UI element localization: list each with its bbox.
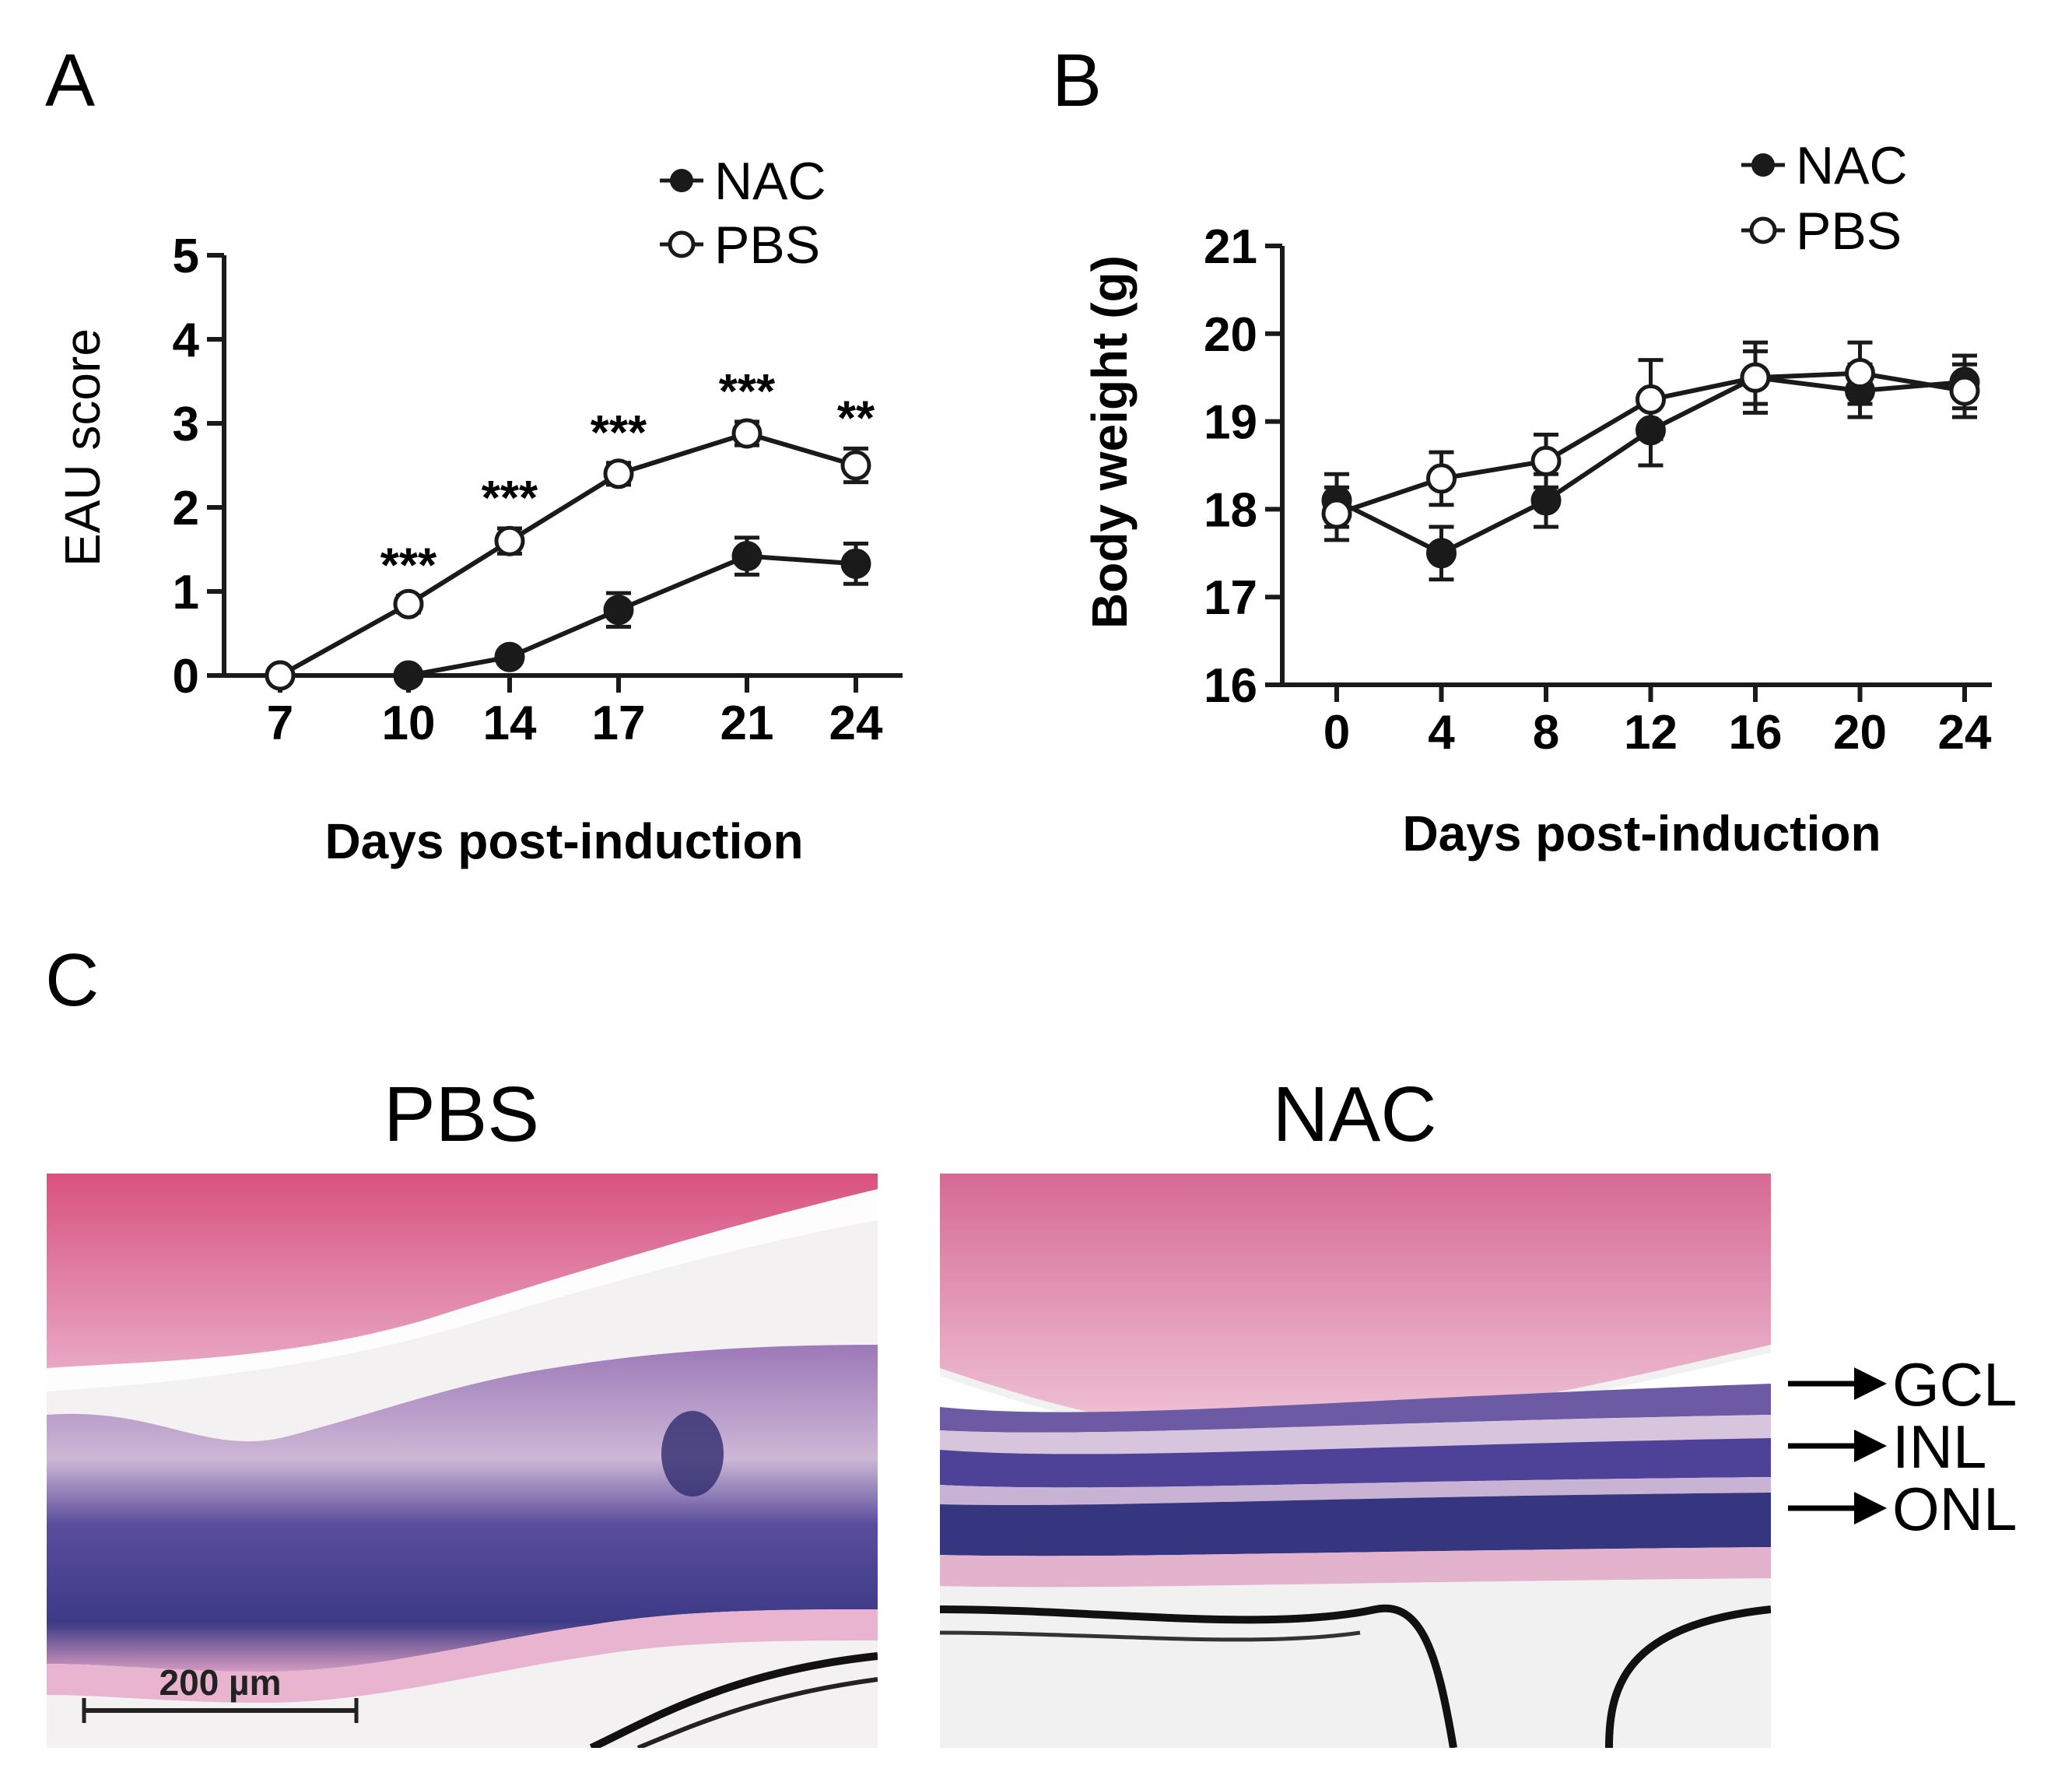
micrograph-pbs-image: 200 µm: [47, 1174, 878, 1748]
micrograph-nac-title: NAC: [1272, 1071, 1437, 1158]
chart-a-legend-pbs-marker: [668, 230, 696, 258]
chart-a-series-pbs-point: [731, 418, 763, 449]
chart-b-y-tick-label: 18: [1204, 483, 1257, 537]
micrograph-pbs-title: PBS: [383, 1071, 540, 1158]
micrograph-nac-image: [940, 1174, 1771, 1748]
chart-b-legend-pbs-label: PBS: [1796, 202, 1902, 261]
chart-a-series-pbs-point: [393, 588, 424, 619]
chart-a-x-tick-label: 17: [592, 697, 646, 750]
chart-b-series-pbs-point: [1949, 375, 1980, 406]
chart-b-series-pbs-point: [1636, 384, 1666, 415]
chart-a-significance-label: ***: [719, 365, 776, 419]
chart-b-legend-pbs-marker: [1749, 216, 1777, 244]
chart-b-x-tick-label: 20: [1833, 706, 1887, 760]
chart-a-xlabel: Days post-induction: [324, 813, 803, 869]
chart-a-x-tick-label: 10: [382, 697, 436, 750]
chart-b-axes: 16 17 18 19 20 21 0 4 8 12 16 20 24: [1204, 220, 1992, 760]
chart-a-x-tick-label: 14: [483, 697, 537, 750]
chart-a-legend: NAC PBS: [660, 152, 826, 275]
chart-a-y-tick-label: 1: [173, 566, 199, 619]
chart-a-series-pbs-point: [603, 458, 634, 489]
chart-b-series-nac-point: [1426, 538, 1457, 569]
chart-a-series-nac-line: [280, 553, 857, 678]
chart-b-legend-nac: NAC: [1741, 136, 1908, 195]
chart-b-x-tick-label: 8: [1533, 706, 1559, 760]
chart-b-ylabel: Body weight (g): [1082, 255, 1138, 629]
chart-b-series-pbs-point: [1530, 445, 1562, 476]
micrograph-nac: [940, 1174, 1771, 1748]
chart-a-x-tick-label: 21: [720, 697, 774, 750]
panel-letter-a: A: [45, 39, 96, 122]
chart-a-x-tick-label: 24: [829, 697, 883, 750]
layer-label-onl: ONL: [1892, 1475, 2018, 1543]
chart-b-legend-nac-marker: [1751, 153, 1775, 177]
chart-a-series-nac-point: [603, 595, 634, 626]
panel-letter-b: B: [1052, 39, 1103, 122]
chart-a-y-tick-label: 5: [173, 230, 199, 283]
chart-a-y-tick-label: 4: [173, 314, 200, 367]
layer-label-gcl: GCL: [1892, 1350, 2018, 1419]
scale-bar-label: 200 µm: [160, 1662, 282, 1703]
chart-b-x-tick-label: 12: [1624, 706, 1678, 760]
chart-a-series-pbs-point: [840, 450, 871, 481]
chart-b-y-tick-label: 16: [1204, 659, 1257, 713]
chart-a-significance-label: ***: [482, 472, 538, 525]
chart-b-y-tick-label: 20: [1204, 308, 1257, 362]
chart-a-legend-pbs-label: PBS: [714, 216, 820, 275]
chart-a-significance-label: ***: [380, 539, 437, 592]
chart-a-legend-nac: NAC: [660, 152, 826, 211]
chart-b-x-tick-label: 24: [1938, 706, 1992, 760]
micrograph-pbs: 200 µm: [47, 1174, 878, 1748]
chart-a-legend-pbs: PBS: [660, 216, 820, 275]
chart-b-y-tick-label: 19: [1204, 396, 1257, 450]
chart-b-legend-nac-label: NAC: [1796, 136, 1908, 195]
chart-a-y-tick-label: 0: [173, 650, 199, 704]
chart-b-legend-pbs: PBS: [1741, 202, 1902, 261]
chart-a-y-tick-label: 3: [173, 398, 199, 451]
chart-b-x-tick-label: 16: [1729, 706, 1783, 760]
chart-b-series-pbs-point: [1321, 498, 1352, 529]
panel-letter-c: C: [45, 939, 100, 1022]
chart-a-y-tick-label: 2: [173, 482, 199, 535]
chart-a-legend-nac-marker: [670, 169, 693, 192]
chart-b-x-tick-label: 4: [1428, 706, 1455, 760]
layer-label-inl: INL: [1892, 1412, 1987, 1481]
chart-b-y-tick-label: 21: [1204, 220, 1257, 274]
chart-a-significance-label: ***: [591, 406, 647, 460]
chart-b-xlabel: Days post-induction: [1402, 805, 1881, 861]
chart-a-ylabel: EAU score: [54, 328, 110, 567]
chart-b-y-tick-label: 17: [1204, 571, 1257, 625]
chart-b-legend: NAC PBS: [1741, 136, 1908, 261]
chart-b-series-pbs-point: [1845, 358, 1875, 389]
chart-a-x-tick-label: 7: [267, 697, 293, 750]
chart-a-series-nac-point: [840, 548, 871, 579]
chart-a-significance-label: **: [837, 391, 875, 445]
chart-a-series-nac-point: [393, 660, 424, 691]
chart-a-series-pbs-line: [279, 430, 857, 678]
chart-a-legend-nac-label: NAC: [714, 152, 826, 211]
chart-a-series-pbs-point: [265, 660, 296, 691]
chart-a-series-pbs-point: [494, 525, 525, 556]
chart-b-series-pbs-point: [1426, 463, 1457, 494]
chart-a-series-nac-point: [494, 641, 525, 672]
chart-b-x-tick-label: 0: [1323, 706, 1350, 760]
chart-b-series-pbs-point: [1740, 362, 1771, 393]
chart-a-series-nac-point: [731, 541, 763, 572]
